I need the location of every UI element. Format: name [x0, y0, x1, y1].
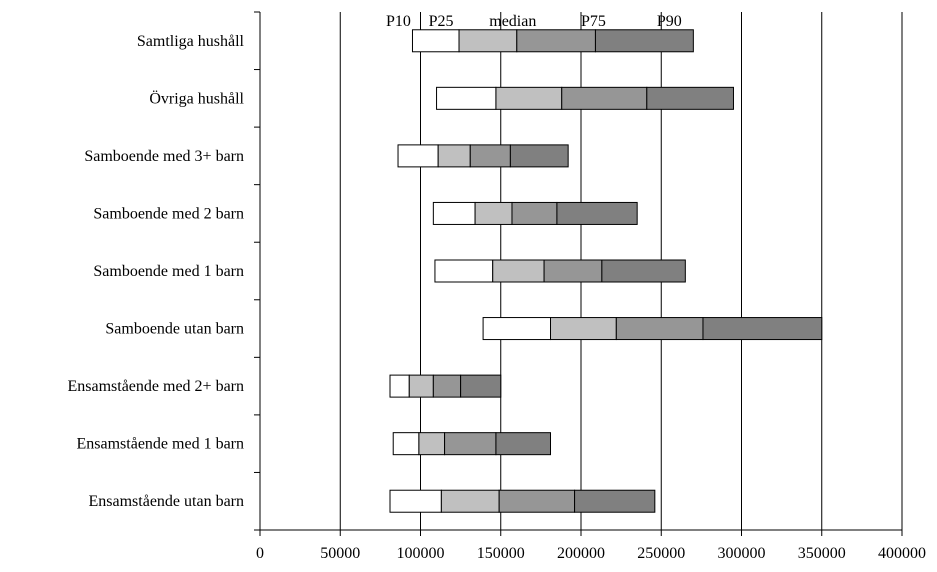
x-tick-label: 100000 [397, 545, 445, 562]
x-tick-label: 400000 [878, 545, 926, 562]
category-label: Ensamstående med 1 barn [77, 436, 245, 453]
percentile-label: P10 [386, 13, 411, 30]
bar-segment [436, 86, 497, 110]
percentile-label: P25 [429, 13, 454, 30]
bar-segment [495, 86, 563, 110]
bar-segment [550, 317, 617, 341]
bar-segment [482, 317, 552, 341]
bar-segment [392, 432, 420, 456]
bar-segment [397, 144, 439, 168]
percentile-label: P90 [657, 13, 682, 30]
bar-segment [511, 201, 558, 225]
percentile-label: median [489, 13, 536, 30]
bar-segment [543, 259, 603, 283]
bar-segment [495, 432, 552, 456]
x-tick-label: 200000 [557, 545, 605, 562]
bar-segment [601, 259, 686, 283]
bars [389, 29, 823, 513]
bar-segment [458, 29, 518, 53]
x-tick-label: 250000 [637, 545, 685, 562]
bar-segment [702, 317, 823, 341]
category-label: Samboende med 3+ barn [84, 148, 244, 165]
bar-segment [509, 144, 569, 168]
bar-segment [556, 201, 638, 225]
x-tick-label: 150000 [477, 545, 525, 562]
bar-segment [432, 374, 462, 398]
category-label: Samboende utan barn [105, 321, 244, 338]
category-label: Ensamstående med 2+ barn [67, 378, 244, 395]
bar-segment [498, 489, 576, 513]
bar-segment [408, 374, 434, 398]
bar-segment [646, 86, 734, 110]
bar-segment [432, 201, 476, 225]
category-label: Övriga hushåll [149, 89, 244, 107]
percentile-labels: P10 P25 median P75 P90 [386, 13, 682, 30]
bar-segment [594, 29, 694, 53]
bar-segment [460, 374, 502, 398]
percentile-label: P75 [581, 13, 606, 30]
bar-segment [474, 201, 513, 225]
category-label: Samboende med 1 barn [93, 263, 244, 280]
x-tick-label: 0 [256, 545, 264, 562]
axes [254, 11, 903, 536]
bar-segment [411, 29, 460, 53]
category-label: Ensamstående utan barn [89, 493, 245, 510]
x-tick-label: 50000 [320, 545, 360, 562]
bar-segment [444, 432, 497, 456]
bar-segment [418, 432, 446, 456]
bar-segment [516, 29, 596, 53]
x-tick-labels: 0 50000 100000 150000 200000 250000 300000 3500… [256, 545, 926, 562]
x-tick-label: 350000 [798, 545, 846, 562]
bar-segment [615, 317, 704, 341]
bar-segment [574, 489, 656, 513]
bar-segment [469, 144, 511, 168]
bar-segment [440, 489, 500, 513]
bar-segment [434, 259, 494, 283]
x-tick-label: 300000 [718, 545, 766, 562]
bar-segment [492, 259, 545, 283]
bar-segment [437, 144, 471, 168]
category-labels: Samtliga hushåll Övriga hushåll Samboende … [67, 33, 244, 510]
category-label: Samboende med 2 barn [93, 205, 244, 222]
category-label: Samtliga hushåll [137, 33, 245, 50]
bar-segment [561, 86, 648, 110]
bar-segment [389, 489, 442, 513]
bar-segment [389, 374, 410, 398]
